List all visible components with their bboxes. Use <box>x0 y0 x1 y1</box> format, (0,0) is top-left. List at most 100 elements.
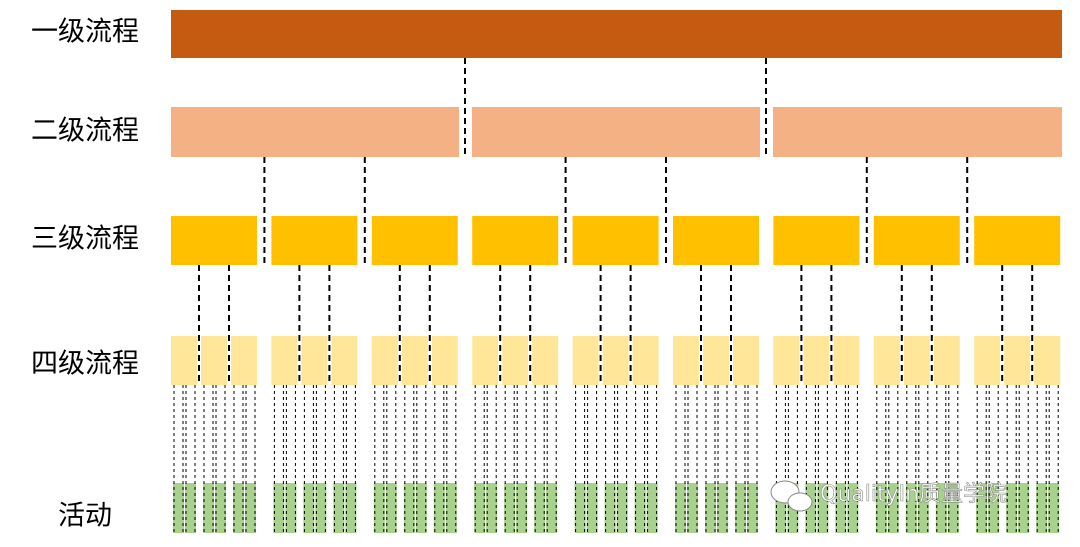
level4-bar <box>773 336 800 385</box>
level4-bar <box>974 336 1001 385</box>
activity-bar <box>747 483 758 533</box>
activity-bar <box>735 483 746 533</box>
watermark: QualityIn质量学院 <box>820 482 1007 507</box>
activity-bar <box>905 483 917 533</box>
activity-bar <box>345 483 357 533</box>
activity-bar <box>516 483 528 533</box>
activity-bar <box>875 483 887 533</box>
level4-bar <box>1004 336 1031 385</box>
level2-bar <box>171 107 459 157</box>
activity-bar <box>717 483 728 533</box>
level4-bar <box>873 336 900 385</box>
activity-bar <box>245 483 256 533</box>
level4-bar <box>833 336 860 385</box>
activity-bar <box>474 483 486 533</box>
activity-bar <box>433 483 445 533</box>
level4-bar <box>271 336 298 385</box>
activity-bar <box>775 483 787 533</box>
activity-bar <box>805 483 817 533</box>
activity-bar <box>273 483 285 533</box>
level3-bar <box>271 216 358 265</box>
level4-bar <box>602 336 629 385</box>
activity-bar <box>574 483 586 533</box>
level4-bar <box>171 336 197 385</box>
level4-bar <box>903 336 930 385</box>
activity-bar <box>817 483 829 533</box>
level4-bar <box>572 336 599 385</box>
activity-bar <box>445 483 457 533</box>
activity-bar <box>486 483 498 533</box>
level4-bar <box>331 336 358 385</box>
level3-bar <box>171 216 257 265</box>
level4-bar <box>231 336 257 385</box>
watermark-icon <box>770 480 813 512</box>
level3-bar <box>974 216 1061 265</box>
level3-bar <box>472 216 559 265</box>
activity-bar <box>917 483 929 533</box>
activity-bar <box>604 483 616 533</box>
activity-bar <box>675 483 686 533</box>
level-label: 二级流程 <box>31 116 139 147</box>
activity-bar <box>303 483 315 533</box>
activity-bar <box>333 483 345 533</box>
level2-bar <box>773 107 1062 157</box>
activity-bar <box>315 483 327 533</box>
level4-bar <box>371 336 398 385</box>
activity-bar <box>504 483 516 533</box>
activity-bar <box>1006 483 1018 533</box>
activity-bar <box>1018 483 1030 533</box>
level4-bar <box>472 336 499 385</box>
level4-bar <box>703 336 729 385</box>
level4-bar <box>502 336 529 385</box>
level3-bar <box>572 216 659 265</box>
level3-bar <box>371 216 458 265</box>
activity-bar <box>705 483 716 533</box>
activity-bar <box>935 483 947 533</box>
activity-bar <box>546 483 558 533</box>
activity-bar <box>887 483 899 533</box>
shapes <box>171 10 1062 533</box>
level4-bar <box>803 336 830 385</box>
activity-bar <box>215 483 226 533</box>
level-label: 四级流程 <box>31 349 139 380</box>
activity-bar <box>385 483 397 533</box>
activity-bar <box>373 483 385 533</box>
activity-bar <box>203 483 214 533</box>
activity-bar <box>947 483 959 533</box>
activity-bar <box>1036 483 1048 533</box>
activity-bar <box>415 483 427 533</box>
level4-bar <box>401 336 428 385</box>
level4-bar <box>431 336 458 385</box>
activity-bar <box>285 483 297 533</box>
activity-bar <box>988 483 1000 533</box>
level2-bar <box>472 107 760 157</box>
level1-bar <box>171 10 1062 58</box>
level-label: 活动 <box>58 501 112 532</box>
level4-bar <box>201 336 227 385</box>
activity-bar <box>1048 483 1060 533</box>
level3-bar <box>773 216 860 265</box>
activity-bar <box>976 483 988 533</box>
activity-bar <box>835 483 847 533</box>
activity-bar <box>687 483 698 533</box>
level3-bar <box>873 216 960 265</box>
level4-bar <box>301 336 328 385</box>
level-label: 一级流程 <box>31 17 139 48</box>
activity-bar <box>233 483 244 533</box>
activity-bar <box>634 483 646 533</box>
level4-bar <box>1034 336 1061 385</box>
activity-bar <box>847 483 859 533</box>
level-label: 三级流程 <box>31 224 139 255</box>
level4-bar <box>673 336 699 385</box>
activity-bar <box>534 483 546 533</box>
level4-bar <box>733 336 759 385</box>
activity-bar <box>586 483 598 533</box>
activity-bar <box>185 483 196 533</box>
activity-bar <box>403 483 415 533</box>
level4-bar <box>933 336 960 385</box>
level4-bar <box>532 336 559 385</box>
activity-bar <box>616 483 628 533</box>
level3-bar <box>673 216 759 265</box>
level4-bar <box>632 336 659 385</box>
